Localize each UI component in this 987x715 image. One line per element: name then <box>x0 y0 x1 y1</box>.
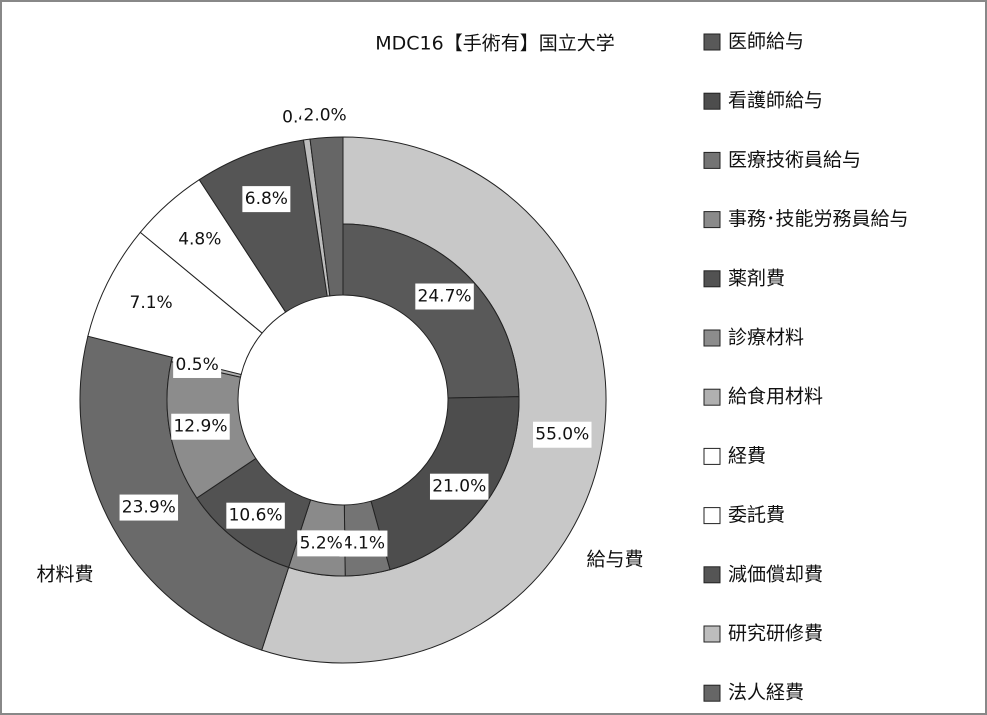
legend-swatch <box>703 566 721 584</box>
legend-swatch <box>703 270 721 288</box>
legend-label: 減価償却費 <box>728 563 823 585</box>
legend-swatch <box>703 684 721 702</box>
value-label: 23.9% <box>122 498 176 518</box>
value-label-box <box>127 289 176 316</box>
legend-swatch <box>703 329 721 347</box>
legend-swatch <box>703 92 721 110</box>
value-label: 5.2% <box>300 533 343 553</box>
value-label: 24.7% <box>418 287 472 307</box>
legend-swatch <box>703 33 721 51</box>
legend-label: 給食用材料 <box>728 386 823 408</box>
inner-wedge <box>342 223 520 399</box>
legend-label: 薬剤費 <box>728 267 785 289</box>
legend-label: 委託費 <box>728 504 785 526</box>
legend-swatch <box>703 507 721 525</box>
value-label: 10.6% <box>229 506 283 526</box>
legend-swatch <box>703 447 721 465</box>
legend-label: 医師給与 <box>728 31 804 53</box>
legend-label: 医療技術員給与 <box>728 149 861 171</box>
legend-label: 法人経費 <box>728 682 804 704</box>
value-label-box <box>175 226 224 253</box>
value-label: 0.5% <box>176 355 219 375</box>
legend-swatch <box>703 625 721 643</box>
group-label: 材料費 <box>36 564 93 586</box>
value-label-box <box>301 102 350 129</box>
legend-swatch <box>703 388 721 406</box>
value-label: 7.1% <box>130 293 173 313</box>
legend-swatch <box>703 211 721 229</box>
legend-label: 診療材料 <box>728 327 804 349</box>
value-label: 21.0% <box>432 477 486 497</box>
value-label: 4.1% <box>342 534 385 554</box>
value-label: 12.9% <box>173 417 227 437</box>
value-label-box <box>533 421 592 448</box>
chart-title: MDC16【手術有】国立大学 <box>375 33 614 55</box>
value-label-box <box>226 502 285 529</box>
legend-label: 看護師給与 <box>728 90 823 112</box>
group-label: 給与費 <box>586 549 643 571</box>
value-label: 6.8% <box>245 189 288 209</box>
value-label-box <box>297 530 346 557</box>
value-label: 2.0% <box>304 106 347 126</box>
value-label-box <box>173 351 222 378</box>
legend-label: 経費 <box>728 445 766 467</box>
legend-label: 研究研修費 <box>728 623 823 645</box>
value-label-box <box>429 473 489 500</box>
legend-swatch <box>703 151 721 169</box>
value-label-box <box>171 413 230 440</box>
value-label: 55.0% <box>535 425 589 445</box>
wedge <box>309 136 344 297</box>
value-label-box <box>415 283 474 310</box>
value-label-box <box>119 494 179 521</box>
value-label: 4.8% <box>178 230 221 250</box>
value-label-box <box>242 186 291 213</box>
legend-label: 事務･技能労務員給与 <box>728 208 909 230</box>
value-label-box <box>339 530 388 557</box>
